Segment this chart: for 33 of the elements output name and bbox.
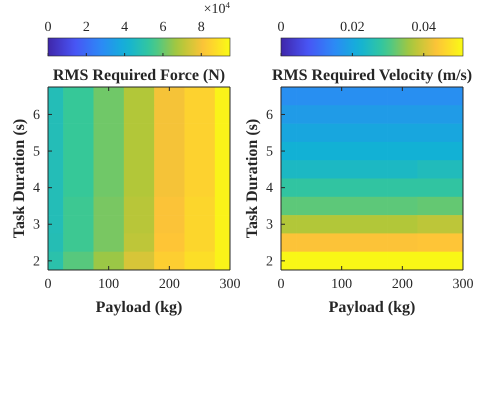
y-tick-label: 6 [266,108,273,123]
x-tick-label: 100 [98,276,120,292]
y-axis-title: Task Duration (s) [11,118,28,238]
x-axis-title: Payload (kg) [96,299,182,316]
y-tick-label: 2 [33,254,40,270]
y-tick-label: 6 [33,108,40,123]
x-tick-label: 200 [158,276,180,292]
x-tick-label: 300 [452,276,474,292]
y-tick-label: 5 [266,144,273,160]
x-tick-label: 200 [392,276,413,292]
color-bar-label: 8 [198,20,205,35]
x-tick-label: 0 [44,276,52,292]
color-bar-label: 0 [44,20,52,35]
color-bar-label: 0 [278,20,284,35]
color-bar-label: 6 [159,20,166,35]
color-bar-label: 2 [82,20,90,35]
y-axis-title: Task Duration (s) [244,118,261,238]
y-tick-label: 4 [33,181,40,196]
y-tick-label: 3 [266,218,273,233]
text: ×10$^{4}$ [204,0,230,17]
y-tick-label: 5 [33,144,40,160]
x-tick-label: 0 [278,276,284,292]
color-bar-label: 4 [121,20,128,35]
y-tick-label: 4 [266,181,273,196]
y-tick-label: 2 [266,254,273,270]
chart-title: RMS Required Force (N) [52,67,226,84]
color-bar-label: 0.04 [411,20,436,35]
y-tick-label: 3 [33,218,40,233]
x-tick-label: 300 [220,276,240,292]
x-tick-label: 100 [331,276,352,292]
color-bar-label: 0.02 [340,20,365,35]
x-axis-title: Payload (kg) [328,299,416,316]
chart-title: RMS Required Velocity (m/s) [272,67,472,84]
